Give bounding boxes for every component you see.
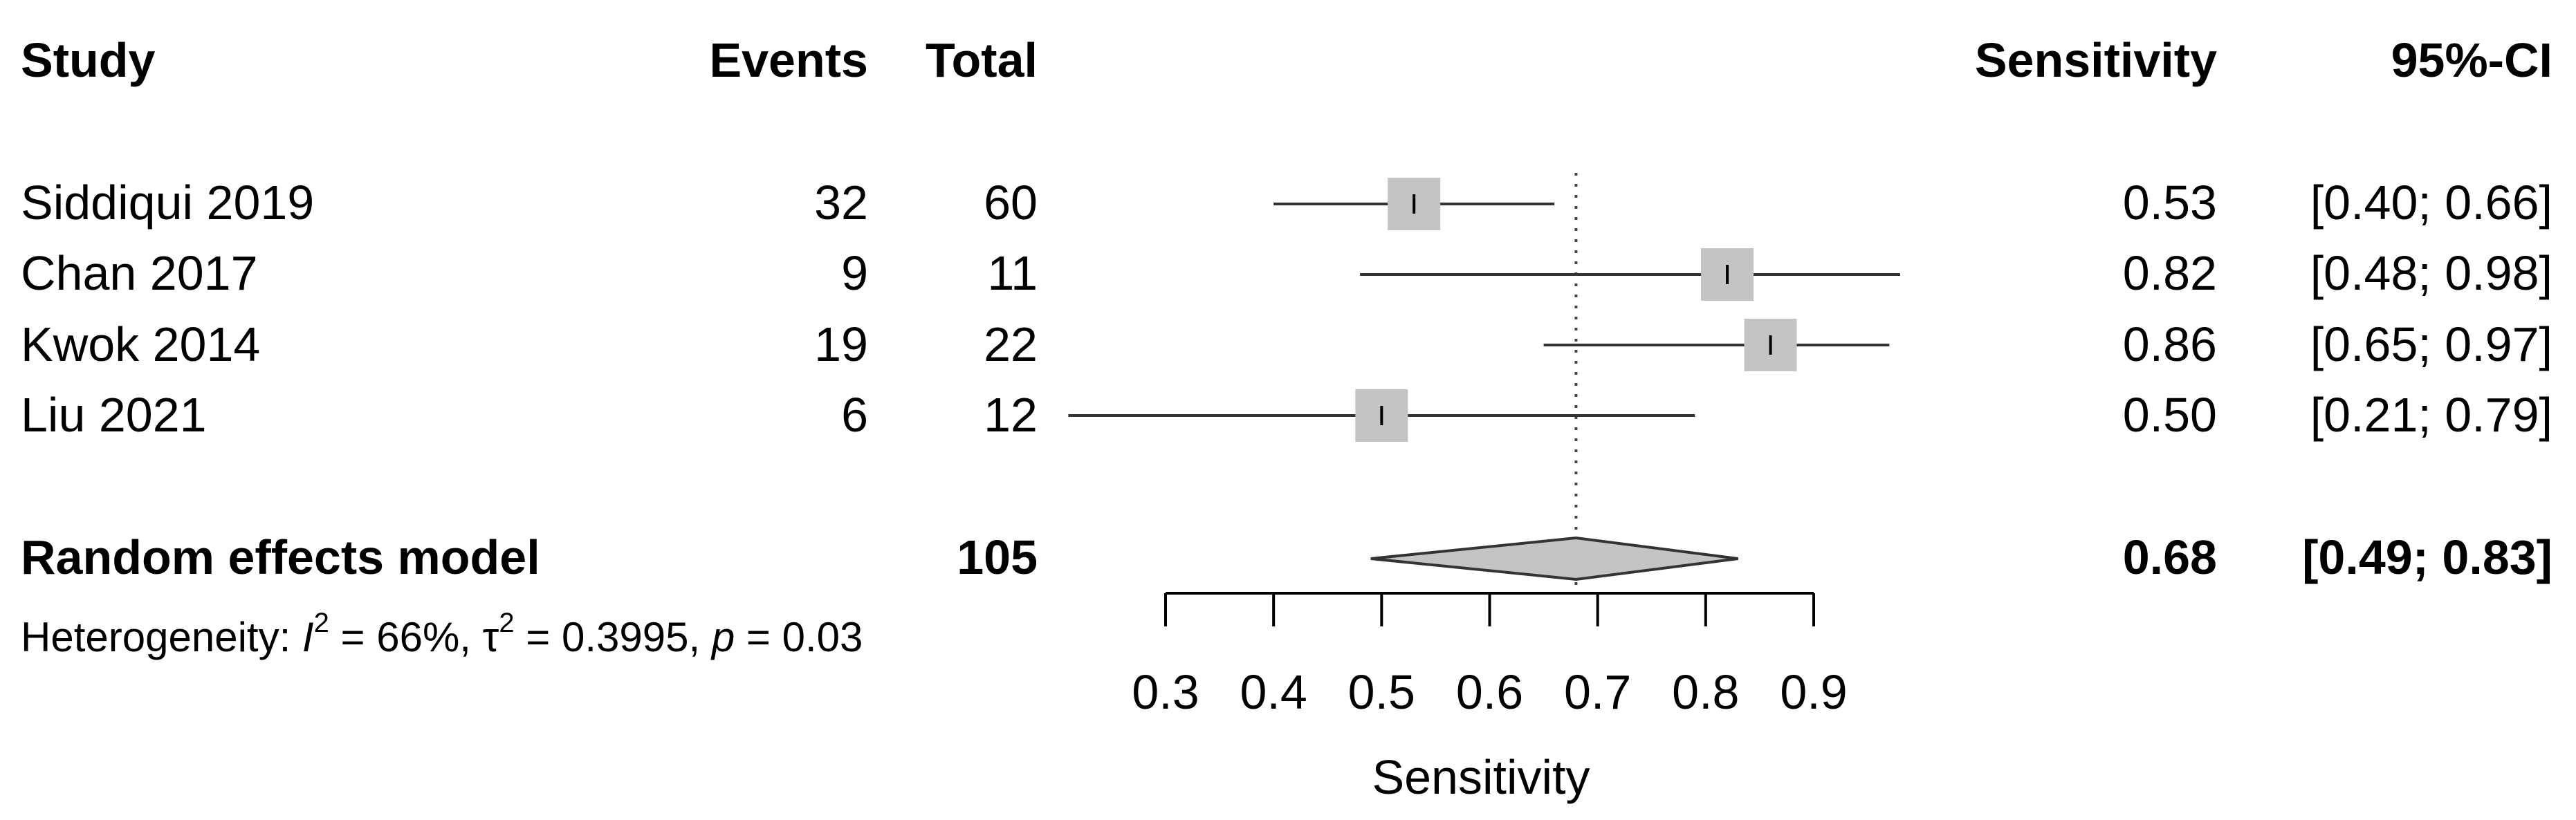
study-ci-label: [0.48; 0.98]: [2310, 246, 2552, 300]
study-total: 22: [984, 317, 1038, 371]
study-ci-label: [0.21; 0.79]: [2310, 388, 2552, 442]
study-total: 60: [984, 176, 1038, 230]
pooled-total: 105: [957, 530, 1038, 584]
study-events: 19: [814, 317, 868, 371]
study-row: Siddiqui 2019 32 60 0.53 [0.40; 0.66]: [21, 176, 2552, 230]
study-estimate-label: 0.53: [2123, 176, 2217, 230]
x-tick-label: 0.7: [1564, 665, 1631, 719]
study-name: Chan 2017: [21, 246, 258, 300]
x-tick-label: 0.4: [1240, 665, 1307, 719]
x-tick-label: 0.9: [1780, 665, 1847, 719]
heterogeneity-text: Heterogeneity: I2 = 66%, τ2 = 0.3995, p …: [21, 608, 863, 660]
study-row: Chan 2017 9 11 0.82 [0.48; 0.98]: [21, 246, 2552, 300]
pooled-ci-label: [0.49; 0.83]: [2302, 530, 2552, 584]
study-events: 9: [841, 246, 868, 300]
tau2-value: = 0.3995,: [515, 614, 712, 660]
pooled-estimate-label: 0.68: [2123, 530, 2217, 584]
forest-marks: 0.3 0.4 0.5 0.6 0.7 0.8 0.9: [1068, 173, 1900, 719]
pooled-label: Random effects model: [21, 530, 540, 584]
x-tick-label: 0.6: [1456, 665, 1523, 719]
header-sensitivity: Sensitivity: [1975, 33, 2217, 87]
heterogeneity-prefix: Heterogeneity:: [21, 614, 302, 660]
header-study: Study: [21, 33, 156, 87]
study-total: 11: [987, 246, 1038, 300]
tau2-superscript: 2: [499, 608, 514, 638]
study-row: Kwok 2014 19 22 0.86 [0.65; 0.97]: [21, 317, 2552, 371]
study-row: Liu 2021 6 12 0.50 [0.21; 0.79]: [21, 388, 2552, 442]
study-events: 32: [814, 176, 868, 230]
study-name: Liu 2021: [21, 388, 207, 442]
x-axis-label: Sensitivity: [1372, 750, 1590, 804]
study-estimate-label: 0.50: [2123, 388, 2217, 442]
header-ci: 95%-CI: [2391, 33, 2552, 87]
study-name: Siddiqui 2019: [21, 176, 314, 230]
header-total: Total: [926, 33, 1038, 87]
header-events: Events: [709, 33, 868, 87]
p-symbol: p: [710, 614, 735, 660]
p-value: = 0.03: [735, 614, 863, 660]
i2-value: = 66%,: [329, 614, 483, 660]
study-events: 6: [841, 388, 868, 442]
x-tick-label: 0.3: [1132, 665, 1199, 719]
i2-symbol: I: [302, 614, 314, 660]
x-tick-label: 0.5: [1348, 665, 1415, 719]
study-estimate-label: 0.86: [2123, 317, 2217, 371]
study-ci-label: [0.65; 0.97]: [2310, 317, 2552, 371]
study-total: 12: [984, 388, 1038, 442]
pooled-row: Random effects model 105 0.68 [0.49; 0.8…: [21, 530, 2552, 584]
x-tick-label: 0.8: [1672, 665, 1739, 719]
pooled-diamond: [1370, 536, 1738, 581]
tau2-symbol: τ: [483, 614, 499, 660]
study-estimate-label: 0.82: [2123, 246, 2217, 300]
study-name: Kwok 2014: [21, 317, 260, 371]
study-ci-label: [0.40; 0.66]: [2310, 176, 2552, 230]
i2-superscript: 2: [314, 608, 329, 638]
